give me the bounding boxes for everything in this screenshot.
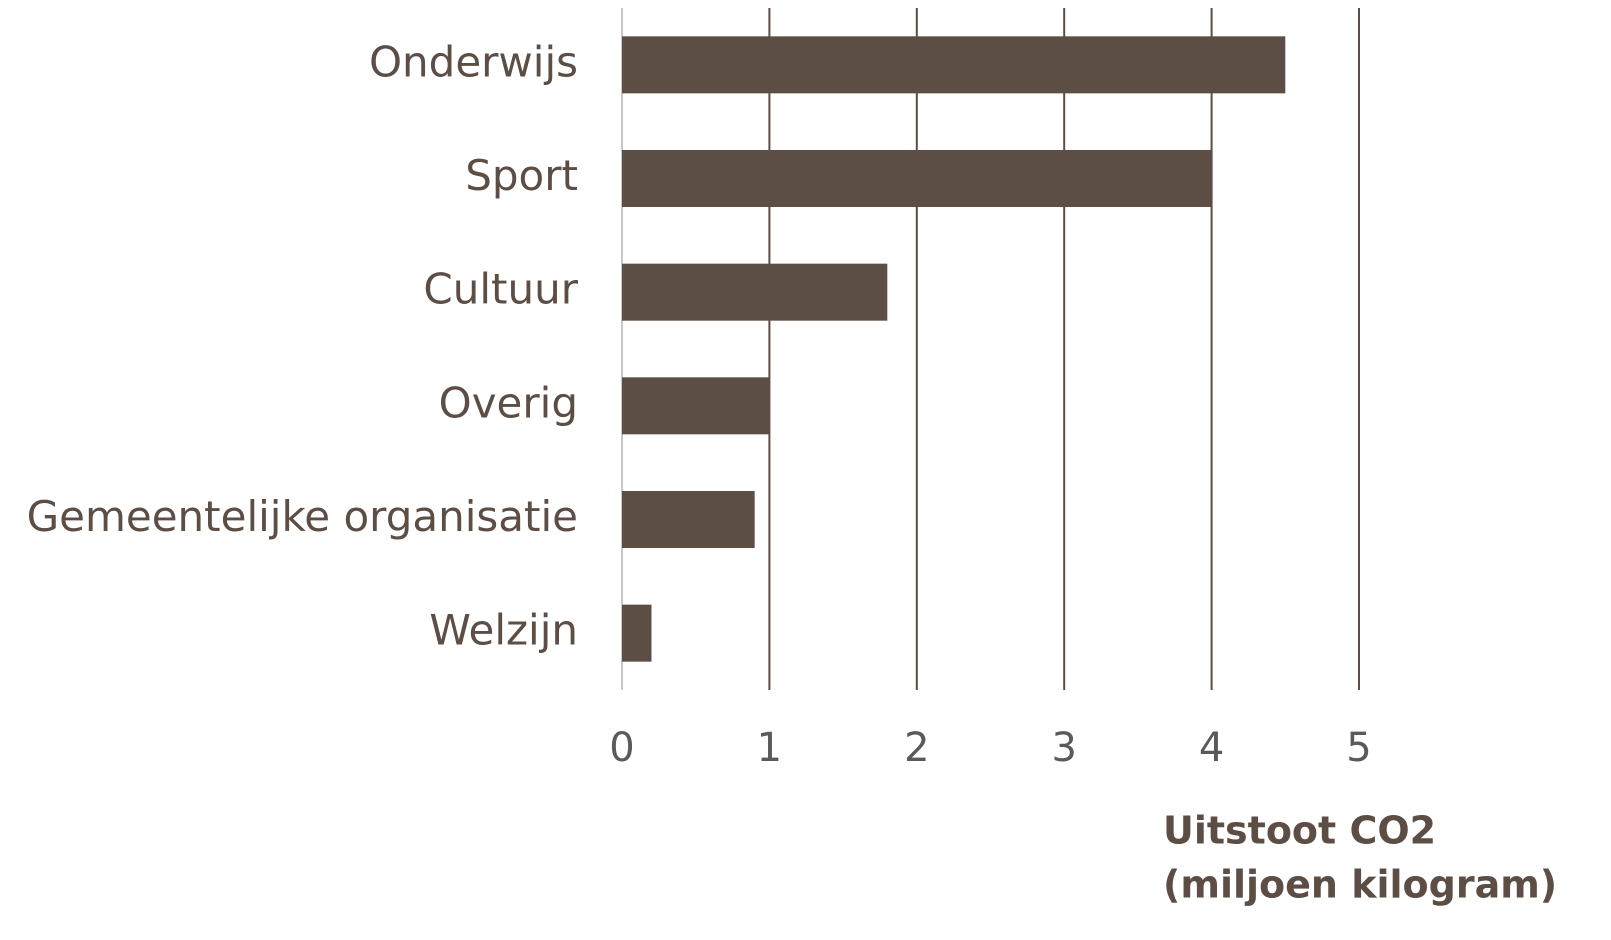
x-tick-label: 2 <box>904 725 929 771</box>
y-tick-label: Gemeentelijke organisatie <box>27 492 578 541</box>
y-tick-label: Onderwijs <box>369 37 578 86</box>
y-tick-label: Sport <box>465 151 578 200</box>
y-tick-label: Cultuur <box>423 265 578 314</box>
bar <box>622 36 1286 94</box>
x-tick-label: 5 <box>1346 725 1371 771</box>
axis-label: (miljoen kilogram) <box>1163 863 1557 907</box>
bar <box>622 491 755 548</box>
axis-label: Uitstoot CO2 <box>1163 809 1436 853</box>
y-tick-label: Welzijn <box>429 606 578 655</box>
y-tick-label: Overig <box>439 378 578 427</box>
x-tick-label: 3 <box>1051 725 1076 771</box>
x-tick-label: 4 <box>1199 725 1224 771</box>
bar <box>622 377 770 435</box>
bar <box>622 604 652 662</box>
x-tick-label: 0 <box>609 725 634 771</box>
bar <box>622 150 1212 207</box>
bar <box>622 263 888 321</box>
x-tick-label: 1 <box>757 725 782 771</box>
